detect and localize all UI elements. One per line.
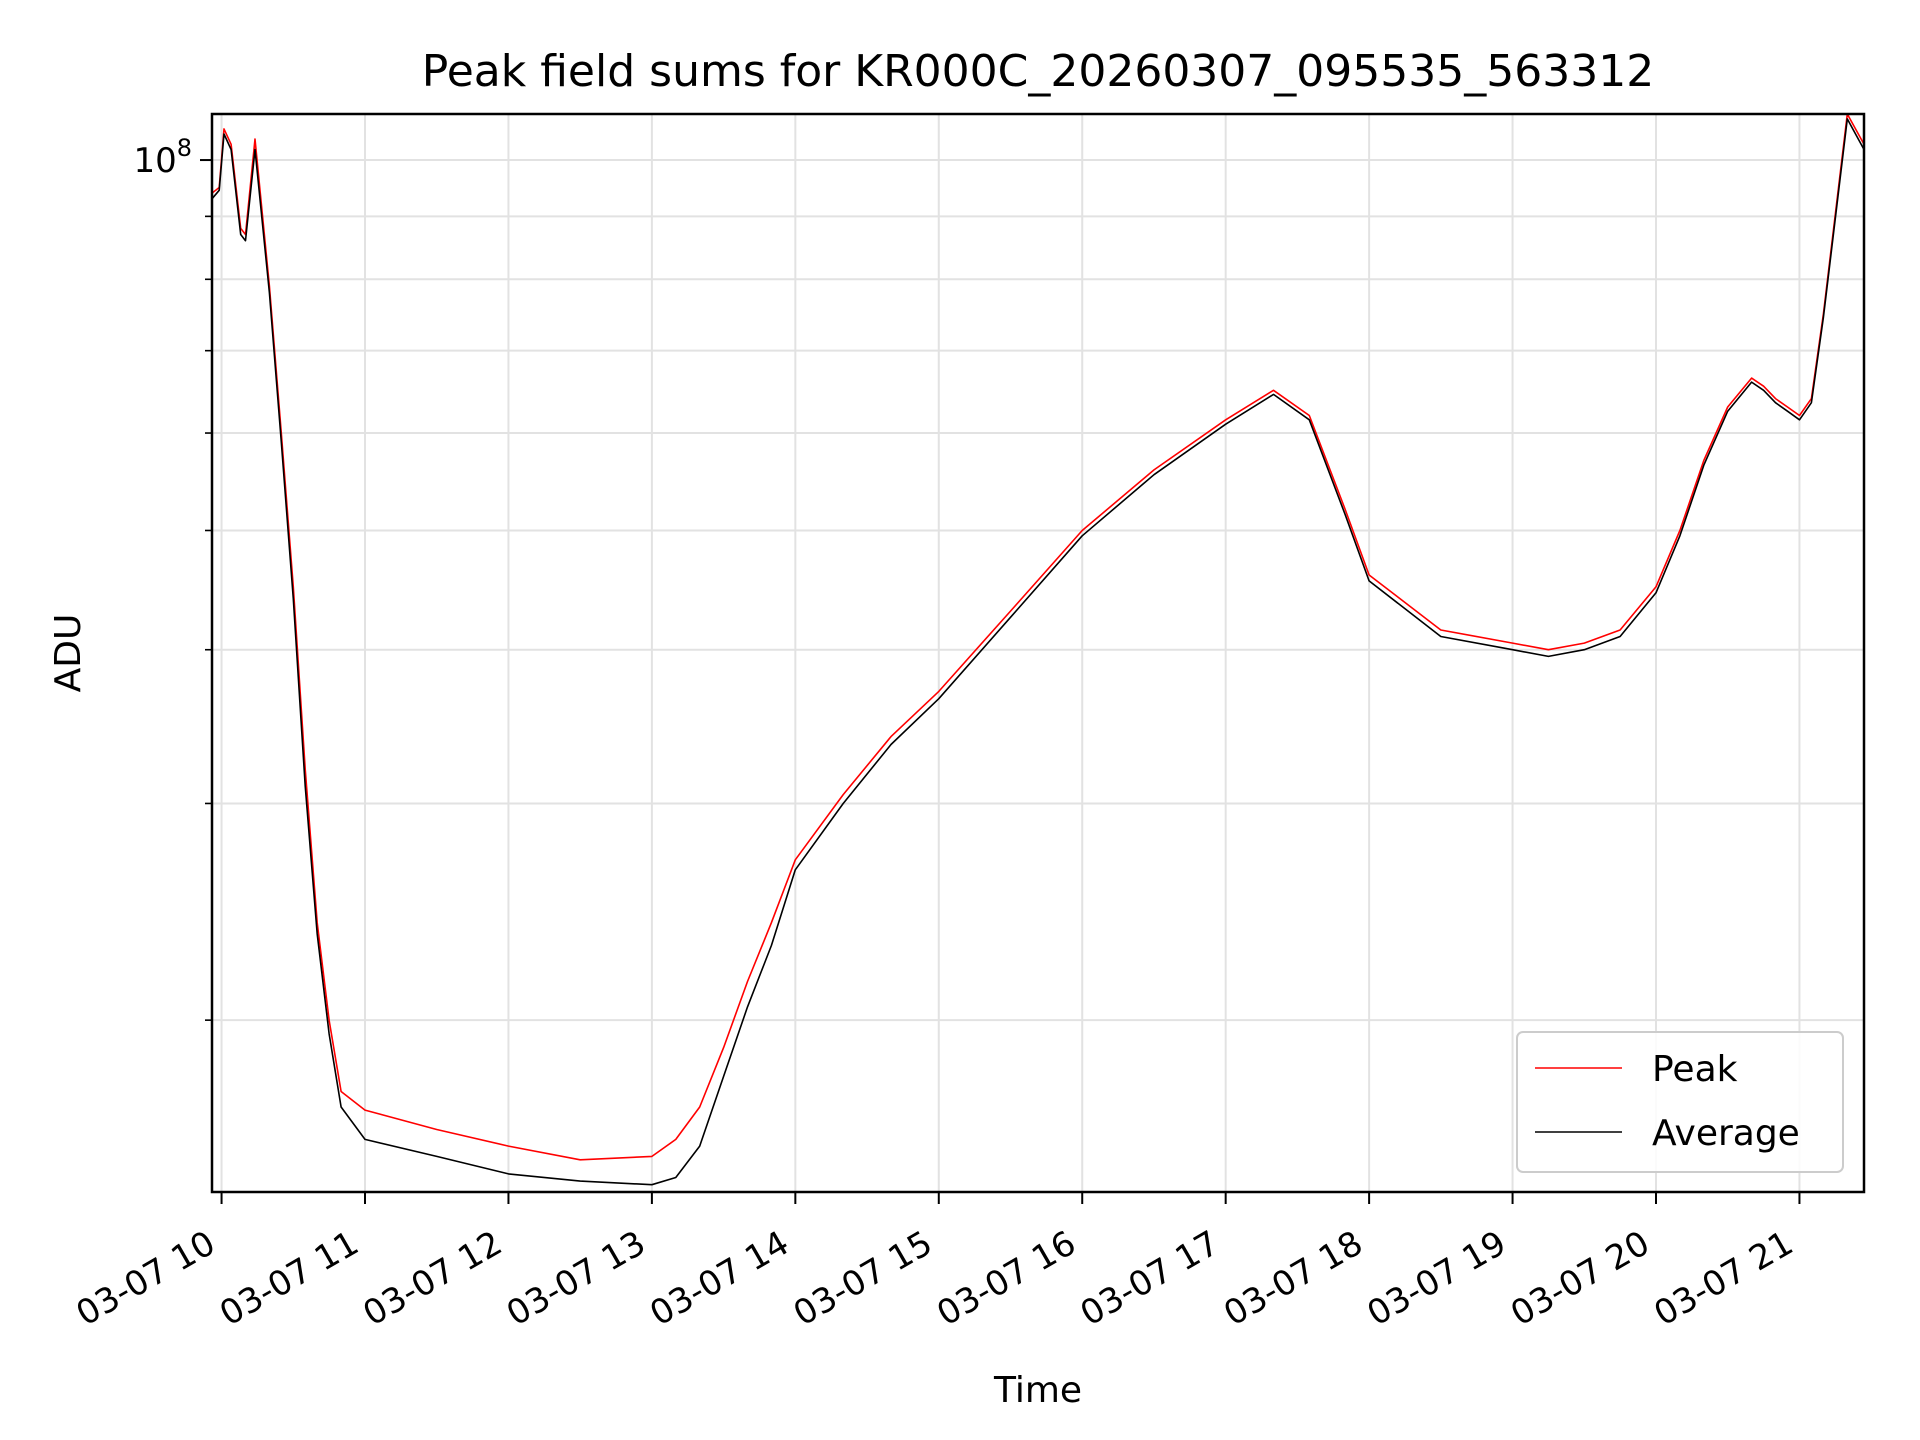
legend-label-peak: Peak — [1652, 1049, 1738, 1090]
grid — [212, 114, 1864, 1192]
legend-label-average: Average — [1652, 1113, 1800, 1154]
series-layer — [212, 114, 1864, 1186]
series-line-average — [212, 118, 1864, 1186]
y-axis-ticks: 108 — [133, 134, 212, 1021]
plot-frame — [210, 112, 1866, 1194]
y-tick-label: 108 — [133, 134, 192, 181]
legend: Peak Average — [1516, 1031, 1844, 1173]
x-axis-label: Time — [993, 1370, 1082, 1411]
legend-box — [1516, 1031, 1844, 1173]
y-axis-label: ADU — [48, 614, 89, 693]
chart-title: Peak field sums for KR000C_20260307_0955… — [422, 46, 1654, 97]
series-line-peak — [212, 114, 1864, 1161]
